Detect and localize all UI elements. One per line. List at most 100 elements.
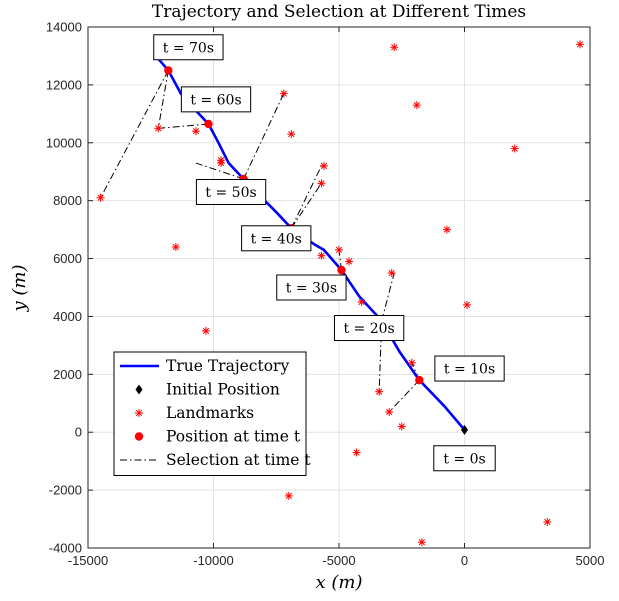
x-axis-label: x (m) <box>316 572 363 593</box>
landmark-marker <box>279 89 288 98</box>
legend-star-swatch <box>135 409 143 417</box>
annotation-label: t = 60s <box>190 92 241 108</box>
annotation-box <box>241 225 312 252</box>
landmark-marker <box>417 538 426 547</box>
landmark-stroke <box>511 145 518 152</box>
annotation-box <box>180 86 252 113</box>
x-tick-label: -10000 <box>193 553 233 568</box>
landmark-marker <box>345 257 354 266</box>
annotation-label: t = 50s <box>205 185 256 201</box>
landmark-stroke <box>318 180 325 187</box>
annotation-label: t = 0s <box>443 451 485 467</box>
landmark-marker <box>317 251 326 260</box>
landmark-marker <box>191 127 200 136</box>
landmark-marker <box>201 326 210 335</box>
y-tick-label: 0 <box>75 425 82 440</box>
landmark-stroke <box>544 518 551 526</box>
landmark-stroke <box>345 258 353 265</box>
legend-box <box>113 351 307 476</box>
y-tick-label: 10000 <box>46 135 82 150</box>
landmark-marker <box>442 225 451 234</box>
landmark-marker <box>510 144 519 153</box>
axes: -15000 -10000 -5000 0 5000 -4000 -2000 0 2000 400… <box>46 20 605 569</box>
landmark-marker <box>407 358 416 367</box>
legend-diamond-swatch <box>135 384 143 395</box>
landmark-stroke <box>288 130 295 138</box>
annotation-label: t = 10s <box>444 362 495 378</box>
annotation-box <box>153 34 224 61</box>
time-annotation: t = 20s <box>333 315 405 342</box>
time-annotation: t = 30s <box>276 274 347 301</box>
chart-title: Trajectory and Selection at Different Ti… <box>152 2 526 22</box>
annotation-box <box>195 178 267 205</box>
annotation-box <box>434 355 505 382</box>
landmark-stroke <box>318 252 325 259</box>
selection-line <box>195 162 244 180</box>
landmark-stroke <box>376 388 383 395</box>
position-marker <box>164 66 173 75</box>
selection-line <box>290 183 322 229</box>
landmark-marker <box>412 101 421 110</box>
landmark-marker <box>335 245 343 254</box>
legend-dot-swatch <box>134 432 144 441</box>
legend-label: Landmarks <box>166 404 254 422</box>
selection-line <box>157 70 169 129</box>
y-tick-label: 2000 <box>53 367 82 382</box>
annotations: t = 0s t = 10s t = 20s t = 30s t = 40s t = 50… <box>153 34 505 472</box>
x-tick-label: 0 <box>461 553 468 568</box>
landmark-stroke <box>463 301 471 309</box>
landmark-marker <box>357 297 366 306</box>
position-marker <box>415 375 424 385</box>
landmark-marker <box>387 269 396 278</box>
landmark-marker <box>390 43 399 52</box>
y-tick-label: 8000 <box>53 193 82 208</box>
time-annotation: t = 0s <box>433 445 496 472</box>
y-tick-label: 4000 <box>53 309 82 324</box>
annotation-label: t = 40s <box>251 231 302 247</box>
selection-line <box>100 70 169 199</box>
landmark-stroke <box>172 243 180 251</box>
landmark-marker <box>385 407 394 416</box>
landmark-stroke <box>280 90 287 97</box>
landmark-stroke <box>335 246 343 254</box>
time-annotation: t = 40s <box>241 225 312 252</box>
landmark-marker <box>319 161 328 170</box>
landmark-marker <box>397 422 406 431</box>
y-tick-label: 6000 <box>53 251 82 266</box>
landmark-stroke <box>217 156 225 164</box>
y-tick-label: -2000 <box>49 483 82 498</box>
y-tick-label: 14000 <box>46 20 82 35</box>
landmark-marker <box>96 193 105 202</box>
landmark-marker <box>284 491 293 500</box>
landmark-stroke <box>443 226 451 233</box>
annotation-label: t = 70s <box>163 40 214 56</box>
annotation-box <box>433 445 496 472</box>
y-tick-label: -4000 <box>49 541 82 556</box>
time-annotation: t = 10s <box>434 355 505 382</box>
landmark-marker <box>352 448 361 457</box>
landmark-marker <box>287 130 296 139</box>
x-tick-label: 5000 <box>576 553 605 568</box>
landmark-marker <box>171 242 180 251</box>
landmark-marker <box>317 179 326 188</box>
selection-line <box>388 379 420 413</box>
selection-line <box>158 123 209 129</box>
landmark-stroke <box>192 128 200 135</box>
landmark-stroke <box>202 327 210 335</box>
annotation-label: t = 20s <box>343 321 394 337</box>
annotation-label: t = 30s <box>286 281 337 297</box>
landmark-stroke <box>285 492 292 500</box>
landmark-stroke <box>320 162 328 170</box>
initial-position-marker <box>461 424 468 435</box>
legend-label: Initial Position <box>166 381 280 399</box>
landmark-stroke <box>408 359 415 366</box>
legend-label: True Trajectory <box>166 357 289 375</box>
selection-line <box>378 320 383 392</box>
landmark-marker <box>543 517 552 526</box>
landmark-stroke <box>353 449 360 456</box>
x-tick-label: -15000 <box>68 553 108 568</box>
selection-line <box>243 93 285 180</box>
landmark-stroke <box>391 44 398 51</box>
landmark-stroke <box>155 125 162 132</box>
